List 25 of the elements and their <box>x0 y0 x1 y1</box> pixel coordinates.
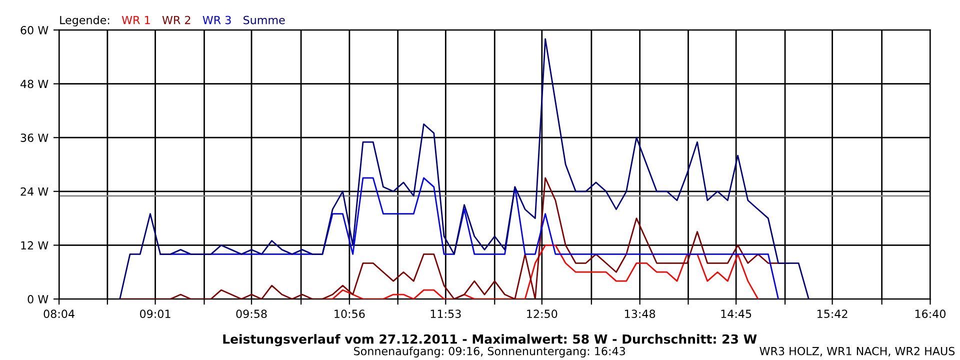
text: WR 3 <box>202 16 231 24</box>
y-tick-label: 36 W <box>20 134 48 142</box>
line-series <box>119 38 810 300</box>
text: WR3 HOLZ, WR1 NACH, WR2 HAUS <box>760 346 955 356</box>
text: Leistungsverlauf vom 27.12.2011 - Maximalwert: 58 W - Durchschnitt: 23 W <box>223 334 757 346</box>
text: WR 1 <box>122 16 150 24</box>
text: Sonnenaufgang: 09:16, Sonnenuntergang: 16:43 <box>354 346 626 358</box>
x-tick-label: 11:53 <box>430 310 461 318</box>
text: Summe <box>244 16 285 24</box>
legend-title: Legende: <box>60 16 110 26</box>
y-tick-label: 12 W <box>21 241 48 250</box>
x-tick-label: 10:56 <box>334 310 365 318</box>
x-tick-label: 13:48 <box>625 310 656 318</box>
y-tick-label: 0 W <box>28 294 48 304</box>
x-tick-label: 16:40 <box>915 310 946 318</box>
x-tick-label: 08:04 <box>44 310 74 318</box>
x-tick-label: 12:50 <box>527 310 558 318</box>
x-tick-label: 09:58 <box>236 310 267 318</box>
x-tick-label: 14:45 <box>721 310 752 318</box>
y-tick-label: 24 W <box>20 187 48 196</box>
x-tick-label: 09:01 <box>140 310 170 318</box>
text: WR 2 <box>162 16 190 24</box>
x-tick-label: 15:42 <box>818 310 848 318</box>
y-tick-label: 48 W <box>20 80 48 88</box>
y-tick-label: 60 W <box>20 26 48 34</box>
